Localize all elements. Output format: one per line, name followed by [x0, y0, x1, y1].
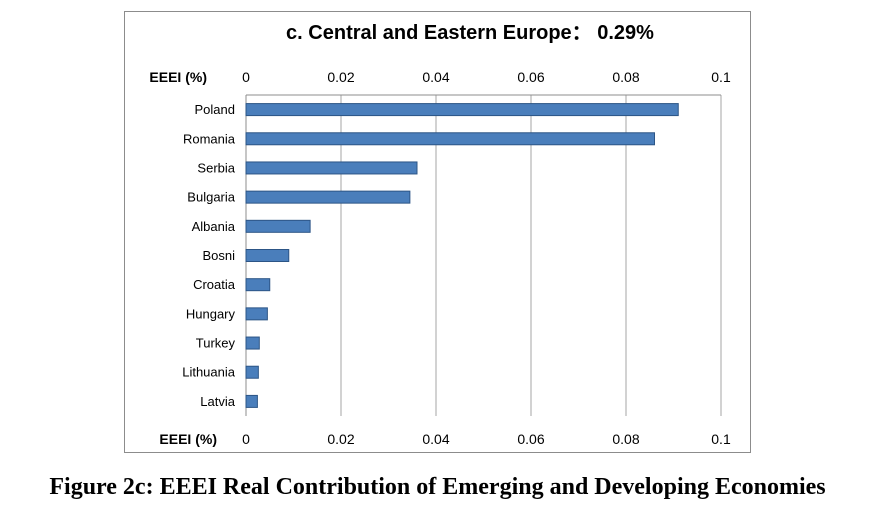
figure-caption: Figure 2c: EEEI Real Contribution of Eme…	[49, 474, 826, 500]
x-tick-label-top: 0.04	[422, 69, 449, 85]
x-tick-label-bottom: 0	[242, 431, 250, 447]
bar-poland	[245, 103, 679, 117]
bar-albania	[245, 219, 311, 233]
x-axis-label-bottom: EEEI (%)	[159, 431, 217, 447]
bar-bosni	[245, 249, 290, 262]
bar-chart: c. Central and Eastern Europe： 0.29% 000…	[149, 22, 731, 447]
category-label: Lithuania	[182, 365, 236, 380]
bar-latvia	[245, 394, 258, 408]
bar-croatia	[245, 278, 271, 292]
gridlines	[340, 95, 722, 416]
category-label: Bulgaria	[187, 190, 235, 205]
category-label: Poland	[195, 102, 235, 117]
bar-lithuania	[245, 365, 259, 379]
axes: 0 0 0.02 0.02 0.04 0.04 0.06 0.06 0.08 0.08 0.1 0.1	[242, 69, 731, 447]
bar-turkey	[245, 336, 260, 350]
category-label: Croatia	[193, 277, 236, 292]
bar-hungary	[245, 307, 268, 321]
x-tick-label-bottom: 0.1	[711, 431, 731, 447]
category-label: Hungary	[186, 306, 236, 321]
category-label: Turkey	[196, 336, 236, 351]
bar-bulgaria	[245, 190, 411, 204]
category-label: Latvia	[200, 394, 235, 409]
x-tick-label-top: 0.02	[327, 69, 354, 85]
category-label: Serbia	[197, 160, 235, 175]
x-tick-label-bottom: 0.02	[327, 431, 354, 447]
bar-serbia	[245, 161, 418, 175]
x-axis-label-top: EEEI (%)	[149, 69, 207, 85]
chart-title: c. Central and Eastern Europe： 0.29%	[286, 22, 654, 44]
x-tick-label-top: 0	[242, 69, 250, 85]
category-label: Bosni	[202, 248, 235, 263]
bar-romania	[245, 132, 655, 146]
x-tick-label-bottom: 0.08	[612, 431, 639, 447]
bars	[245, 103, 679, 408]
x-tick-label-bottom: 0.04	[422, 431, 449, 447]
category-label: Albania	[192, 219, 236, 234]
category-labels: Poland Romania Serbia Bulgaria Albania Bosni C…	[182, 102, 236, 409]
x-tick-label-top: 0.1	[711, 69, 731, 85]
x-tick-label-bottom: 0.06	[517, 431, 544, 447]
category-label: Romania	[183, 131, 236, 146]
x-tick-label-top: 0.08	[612, 69, 639, 85]
x-tick-label-top: 0.06	[517, 69, 544, 85]
